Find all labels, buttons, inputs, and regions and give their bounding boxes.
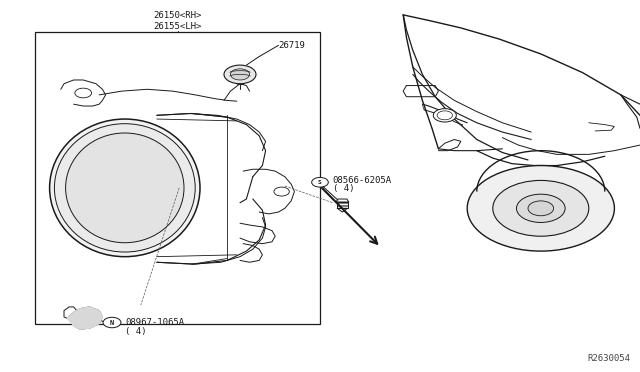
Circle shape — [230, 69, 250, 80]
Text: ( 4): ( 4) — [333, 185, 355, 193]
Ellipse shape — [50, 119, 200, 257]
Circle shape — [312, 177, 328, 187]
Text: 08566-6205A: 08566-6205A — [333, 176, 392, 185]
Text: 26719: 26719 — [278, 41, 305, 50]
Circle shape — [224, 65, 256, 84]
Text: S: S — [318, 180, 322, 185]
Circle shape — [75, 88, 92, 98]
Circle shape — [103, 317, 121, 328]
Text: N: N — [110, 320, 114, 326]
Circle shape — [493, 180, 589, 236]
Circle shape — [437, 111, 452, 120]
Circle shape — [516, 194, 565, 222]
Text: 08967-1065A: 08967-1065A — [125, 318, 184, 327]
Ellipse shape — [54, 124, 195, 252]
Text: ( 4): ( 4) — [125, 327, 147, 336]
Circle shape — [433, 109, 456, 122]
Text: R2630054: R2630054 — [588, 354, 630, 363]
Circle shape — [467, 166, 614, 251]
Circle shape — [528, 201, 554, 216]
Polygon shape — [67, 307, 102, 329]
Text: 26150<RH>: 26150<RH> — [154, 12, 202, 20]
Text: 26155<LH>: 26155<LH> — [154, 22, 202, 31]
Bar — [35, 32, 320, 324]
Circle shape — [274, 187, 289, 196]
Ellipse shape — [66, 133, 184, 243]
